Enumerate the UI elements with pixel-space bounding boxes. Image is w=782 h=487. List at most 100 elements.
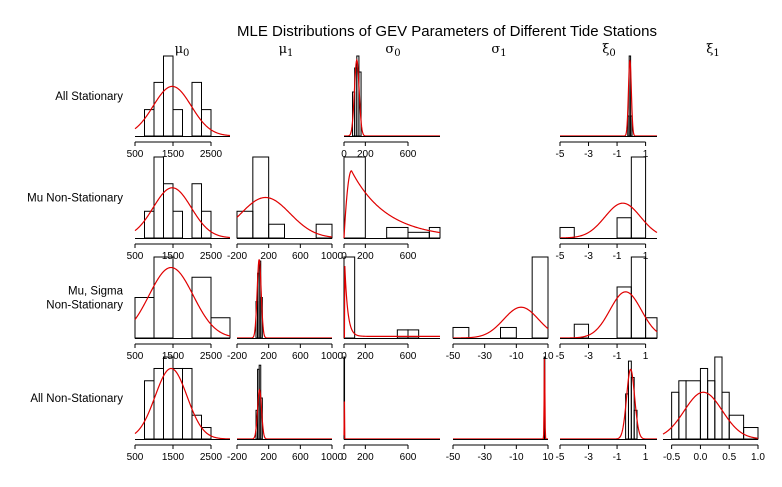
x-tick-label: -1 — [613, 149, 622, 160]
density-curve — [452, 306, 549, 339]
histogram-bar — [268, 223, 285, 239]
x-tick-label: 200 — [260, 251, 277, 262]
column-label-subscript: 1 — [713, 48, 719, 59]
x-axis: 500 1500 2500 — [127, 243, 223, 262]
density-curve — [134, 85, 231, 137]
x-tick-label: -5 — [556, 452, 565, 463]
row-label-line: Non-Stationary — [46, 300, 123, 312]
density-curve — [559, 202, 658, 239]
x-tick-label: -5 — [556, 149, 565, 160]
density-curve — [343, 170, 441, 239]
column-label-subscript: 0 — [183, 48, 189, 59]
panel-r0-c0: 500 1500 2500 — [127, 55, 231, 160]
histogram-bar — [699, 367, 709, 440]
density-curve — [453, 358, 548, 440]
panel-r2-c4: -5 -3 -1 1 — [556, 256, 658, 362]
panel-r1-c1: -200 200 600 1000 — [227, 156, 344, 262]
column-label-1: μ1 — [279, 42, 294, 59]
x-tick-label: 10 — [542, 351, 554, 362]
density-curve — [134, 367, 231, 440]
histogram-bar — [172, 210, 183, 239]
x-axis: -5 -3 -1 1 — [556, 141, 649, 160]
x-tick-label: -5 — [556, 351, 565, 362]
x-axis: 0 200 600 — [341, 243, 417, 262]
x-tick-label: 600 — [400, 149, 417, 160]
histogram-bar — [153, 256, 174, 339]
density-curve — [662, 391, 759, 439]
x-tick-label: 200 — [260, 351, 277, 362]
histogram-bar — [144, 109, 155, 137]
x-tick-label: -200 — [227, 452, 247, 463]
histogram-bar — [163, 55, 174, 137]
x-tick-label: 600 — [292, 251, 309, 262]
x-axis: -50 -30 -10 10 — [446, 343, 554, 362]
x-axis: 0 200 600 — [341, 141, 417, 160]
x-tick-label: 2500 — [200, 251, 223, 262]
x-tick-label: 0.0 — [693, 452, 707, 463]
x-axis: 0 200 600 — [341, 444, 417, 463]
column-label-0: μ0 — [175, 42, 190, 59]
x-axis: 500 1500 2500 — [127, 141, 223, 160]
row-label-3: All Non-Stationary — [30, 393, 123, 405]
x-tick-label: 10 — [542, 452, 554, 463]
x-tick-label: -3 — [584, 149, 593, 160]
panel-r3-c1: -200 200 600 1000 — [227, 364, 344, 463]
density-curve — [343, 401, 440, 440]
histogram-bar — [172, 367, 183, 440]
x-axis: -200 200 600 1000 — [227, 444, 344, 463]
x-tick-label: -200 — [227, 351, 247, 362]
row-label-1: Mu Non-Stationary — [27, 193, 123, 205]
panel-r3-c4: -5 -3 -1 1 — [556, 360, 657, 463]
x-tick-label: -1 — [613, 251, 622, 262]
column-label-symbol: μ — [279, 42, 287, 57]
panel-r2-c1: -200 200 600 1000 — [227, 259, 344, 362]
x-tick-label: 200 — [260, 452, 277, 463]
x-axis: -200 200 600 1000 — [227, 243, 344, 262]
histogram-bar — [685, 380, 701, 440]
histogram-bar — [386, 226, 409, 239]
x-axis: 500 1500 2500 — [127, 444, 223, 463]
x-tick-label: 600 — [400, 452, 417, 463]
column-label-symbol: ξ — [602, 42, 609, 57]
density-curve — [560, 368, 657, 440]
histogram-bar — [671, 391, 680, 440]
x-tick-label: 0.5 — [722, 452, 736, 463]
histogram-bar — [182, 367, 193, 440]
x-tick-label: 0 — [341, 149, 347, 160]
panel-r1-c4: -5 -3 -1 1 — [556, 156, 658, 262]
x-axis: -5 -3 -1 1 — [556, 243, 649, 262]
density-curve — [237, 259, 332, 339]
x-tick-label: -5 — [556, 251, 565, 262]
x-tick-label: 200 — [357, 251, 374, 262]
x-tick-label: 600 — [400, 251, 417, 262]
histogram-panels: 500 1500 2500 0 200 600 -5 -3 -1 1500 1500 2500 -200… — [127, 55, 765, 463]
column-labels: μ0 μ1 σ0 σ1 ξ0 ξ1 — [175, 42, 720, 59]
x-tick-label: -10 — [509, 351, 524, 362]
column-label-symbol: μ — [175, 42, 183, 57]
histogram-bar — [172, 109, 183, 137]
histogram-bar — [153, 81, 164, 137]
row-label-line: All Non-Stationary — [30, 393, 123, 405]
column-label-4: ξ0 — [602, 42, 616, 59]
panel-r2-c2: 0 200 600 — [341, 256, 440, 362]
panel-r3-c0: 500 1500 2500 — [127, 356, 231, 463]
x-tick-label: -30 — [477, 351, 492, 362]
density-curve — [344, 58, 440, 137]
x-tick-label: 600 — [292, 351, 309, 362]
histogram-bar — [728, 414, 745, 440]
x-tick-label: -3 — [584, 452, 593, 463]
x-tick-label: -0.5 — [663, 452, 681, 463]
histogram-bar — [153, 156, 164, 239]
column-label-symbol: ξ — [706, 42, 713, 57]
x-tick-label: -3 — [584, 351, 593, 362]
histogram-bar — [630, 156, 647, 239]
x-tick-label: 1 — [643, 351, 649, 362]
x-tick-label: 1 — [643, 149, 649, 160]
x-tick-label: -50 — [446, 452, 461, 463]
histogram-bar — [714, 356, 723, 440]
x-axis: -5 -3 -1 1 — [556, 343, 649, 362]
histogram-bar — [616, 286, 632, 339]
density-curve — [236, 196, 333, 238]
x-tick-label: 2500 — [200, 149, 223, 160]
